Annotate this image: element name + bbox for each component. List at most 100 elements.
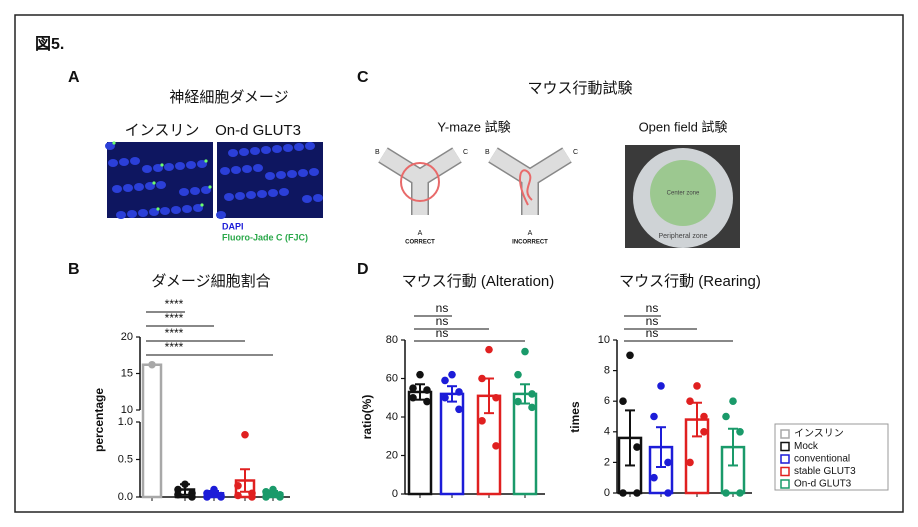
data-point	[700, 428, 708, 436]
data-point	[528, 403, 536, 412]
data-point	[492, 442, 500, 450]
data-point	[210, 485, 218, 494]
data-point	[521, 347, 529, 356]
y-tick-label: 10	[121, 404, 133, 416]
test-title: Open field 試験	[639, 119, 728, 134]
data-point	[722, 412, 730, 421]
data-point	[409, 384, 417, 392]
y-axis-label: ratio(%)	[360, 395, 374, 440]
result-label: CORRECT	[405, 240, 435, 246]
data-point	[416, 370, 424, 379]
nucleus	[239, 148, 249, 156]
nucleus	[197, 160, 207, 168]
nucleus	[242, 165, 252, 173]
data-point	[722, 489, 730, 497]
legend-swatch	[780, 429, 790, 439]
y-axis-label: times	[568, 401, 582, 433]
data-point	[409, 393, 417, 402]
fjc-cell	[208, 185, 212, 189]
nucleus	[265, 172, 275, 180]
data-point	[664, 458, 672, 467]
nucleus	[105, 142, 115, 150]
nucleus	[235, 192, 245, 200]
data-point	[736, 489, 744, 497]
data-point	[262, 493, 270, 501]
y-tick-label: 2	[604, 456, 610, 468]
significance-label: ns	[436, 301, 449, 315]
significance-label: ns	[436, 326, 449, 340]
nucleus	[175, 162, 185, 170]
y-tick-label: 40	[386, 411, 398, 423]
nucleus	[145, 182, 155, 190]
arrow-path	[400, 162, 440, 202]
data-point	[174, 490, 182, 499]
stain-label: Fluoro-Jade C (FJC)	[222, 232, 308, 242]
arm-label: C	[573, 149, 578, 156]
chart-title: マウス行動 (Rearing)	[619, 273, 761, 290]
nucleus	[302, 195, 312, 203]
fjc-cell	[152, 181, 156, 185]
fjc-cell	[200, 203, 204, 207]
data-point	[528, 390, 536, 398]
data-point	[234, 481, 242, 490]
chart-title: ダメージ細胞割合	[151, 273, 270, 290]
maze-arm	[379, 148, 461, 215]
data-point	[729, 397, 737, 406]
arm-label: B	[375, 149, 380, 156]
nucleus	[261, 146, 271, 154]
significance-label: ns	[436, 314, 449, 328]
data-point	[514, 397, 522, 406]
y-tick-label: 60	[386, 372, 398, 384]
nucleus	[246, 191, 256, 199]
legend-swatch	[780, 441, 790, 452]
y-tick-label: 0.0	[118, 491, 133, 503]
nucleus	[179, 188, 189, 196]
y-tick-label: 4	[604, 426, 610, 438]
data-point	[693, 382, 701, 390]
ymaze-incorrect	[488, 147, 572, 215]
y-tick-label: 8	[604, 365, 610, 377]
nucleus	[257, 190, 267, 198]
data-point	[514, 370, 522, 379]
zone-label: Peripheral zone	[658, 233, 707, 240]
data-point	[276, 493, 284, 501]
data-point	[234, 491, 242, 500]
y-tick-label: 0	[604, 487, 610, 499]
data-point	[619, 489, 627, 497]
panel-label: C	[357, 69, 369, 86]
legend-label: stable GLUT3	[794, 466, 856, 477]
chart-title: マウス行動 (Alteration)	[402, 273, 555, 290]
significance-label: ns	[646, 314, 659, 328]
zone-label: Center zone	[667, 191, 700, 197]
image-label: インスリン	[125, 122, 200, 139]
nucleus	[138, 209, 148, 217]
micrographs	[105, 141, 323, 219]
legend-label: インスリン	[794, 429, 844, 440]
y-tick-label: 0	[392, 488, 398, 500]
nucleus	[250, 147, 260, 155]
nucleus	[142, 165, 152, 173]
nucleus	[123, 184, 133, 192]
data-point	[441, 393, 449, 402]
data-point	[633, 489, 641, 497]
data-point	[619, 397, 627, 406]
data-point	[686, 397, 694, 406]
arm-label: C	[463, 149, 468, 156]
nucleus	[279, 188, 289, 196]
legend-label: On-d GLUT3	[794, 479, 852, 490]
nucleus	[164, 163, 174, 171]
legend-box	[774, 423, 889, 491]
significance-label: ****	[165, 340, 184, 354]
nucleus	[190, 187, 200, 195]
data-point	[700, 412, 708, 421]
panel-label: D	[357, 261, 369, 278]
fjc-cell	[156, 207, 160, 211]
nucleus	[276, 171, 286, 179]
y-tick-label: 20	[386, 449, 398, 461]
data-point	[492, 393, 500, 402]
nucleus	[201, 186, 211, 194]
nucleus	[149, 208, 159, 216]
arrow-path	[519, 169, 533, 206]
nucleus	[294, 143, 304, 151]
